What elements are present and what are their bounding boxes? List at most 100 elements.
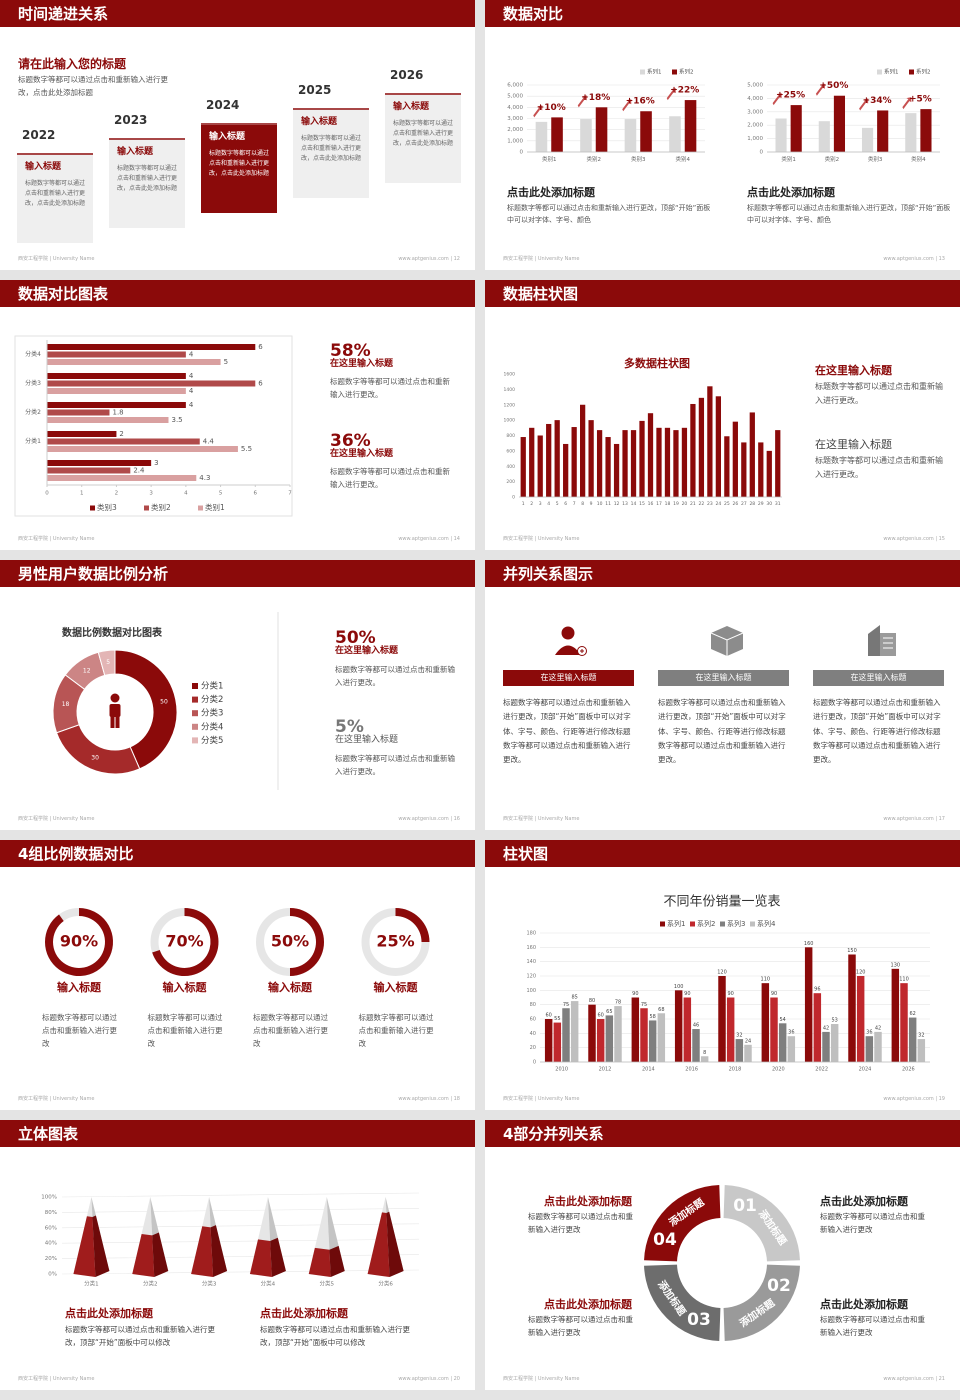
bar [905,113,917,152]
bar [47,373,186,379]
bar [700,1056,709,1062]
legend-label: 类别1 [205,502,225,512]
bar [551,117,563,152]
bar [579,404,586,497]
x-tick-label: 7 [573,501,576,507]
text: 标题数字等都可以通过点击和重新输入进行更改，顶部“开始”面板中可以对字体、字号、… [747,204,951,224]
y-tick-label: 1200 [504,402,516,408]
legend-swatch [192,696,198,703]
y-tick-label: 分类1 [25,437,41,445]
footer: 西安工程学院 | University Name [503,256,580,262]
x-tick-label: 2016 [685,1067,698,1073]
y-tick-label: 5,000 [747,83,763,89]
slide-title: 4组比例数据对比 [18,845,134,863]
heading: 在这里输入标题 [330,359,394,369]
ring-segment [723,1185,800,1262]
y-tick-label: 5,000 [507,94,523,100]
bar [741,442,747,497]
y-tick-label: 80 [530,1002,536,1008]
chart-title: 不同年份销量一览表 [663,894,780,910]
data-label: 30 [91,754,99,761]
bar [595,107,608,152]
legend-swatch [192,683,198,689]
bar [580,119,592,152]
annotation: +18% [581,93,610,103]
ring-segment [644,1264,721,1341]
bar [47,351,186,358]
data-label: 75 [641,1002,647,1008]
ring-arc [290,908,325,976]
x-tick-label: 类别2 [825,155,840,163]
segment-number: 04 [653,1230,677,1250]
x-tick-label: 2020 [772,1067,785,1073]
legend-label: 分类1 [201,681,223,692]
x-tick-label: 16 [648,501,654,507]
x-tick-label: 24 [716,501,722,507]
bar [681,427,688,497]
item-title: 输入标题 [393,102,430,112]
y-tick-label: 100 [526,988,536,994]
annotation-arrow [815,83,825,96]
annotation: +25% [776,91,805,101]
x-tick-label: 分类5 [320,1280,335,1288]
heading: 点击此处添加标题 [65,1307,153,1320]
pyramid-fill-face [152,1232,169,1277]
data-label: 5.5 [241,445,252,453]
y-tick-label: 400 [506,464,515,470]
slide-title: 数据对比 [503,5,564,23]
bar [624,119,637,152]
item-text: 标题数字等都可以通过点击和重新输入进行更改 [358,1013,434,1048]
data-label: 68 [658,1007,664,1013]
heading: 请在此输入您的标题 [18,57,127,71]
data-label: 4 [189,351,194,359]
chart-frame [14,335,293,517]
pyramid-fill [191,1225,228,1277]
grid-line [61,1238,420,1244]
timeline-box [109,140,185,228]
x-tick-label: 28 [749,501,755,507]
pyramid-fill-face [249,1239,272,1277]
annotation-arrow [859,98,869,111]
bar [822,1031,830,1062]
data-label: 96 [814,987,820,993]
slide-header [485,280,960,307]
y-tick-label: 120 [526,974,536,980]
footer: www.aptgenius.com | 18 [398,1096,460,1102]
y-tick-label: 1000 [504,418,516,424]
slide-title: 男性用户数据比例分析 [18,565,169,583]
year: 2025 [298,83,332,97]
pyramid-fill-face [270,1237,286,1277]
ring-label: 70% [165,932,203,951]
bar [861,127,874,152]
y-tick-label: 80% [45,1210,57,1216]
bar [588,420,594,497]
column-title: 在这里输入标题 [850,673,907,682]
decorations [109,612,896,790]
data-label: 50 [160,698,168,705]
bar [614,1006,622,1062]
text: 标题数字等都可以通过点击和重新输入进行更改。 [335,754,455,776]
legend-label: 系列4 [757,919,776,928]
data-label: 12 [83,667,91,674]
annotation: +34% [863,96,892,106]
x-tick-label: 30 [766,501,772,507]
pyramid-fill-face [191,1226,214,1277]
bar [640,1008,648,1062]
text: 标题数字等都可以通过点击和重新输入进行更改。 [815,456,943,479]
chart-title: 数据比例数据对比图表 [62,626,163,639]
text: 标题数字等都可以通过点击和重新输入进行更改 [820,1212,925,1234]
data-label: 90 [684,991,690,997]
x-tick-label: 3 [149,491,153,497]
legend-label: 分类4 [201,721,223,732]
heading: 在这里输入标题 [335,735,399,745]
footer: www.aptgenius.com | 17 [883,816,945,822]
legend-swatch [909,69,914,75]
bar [47,417,169,423]
bar [787,1036,796,1062]
y-tick-label: 180 [526,931,536,937]
data-label: 85 [571,995,577,1001]
ring-label: 90% [60,932,98,951]
data-label: 150 [847,948,857,954]
y-tick-label: 0 [533,1060,536,1066]
x-tick-label: 2026 [902,1067,915,1073]
